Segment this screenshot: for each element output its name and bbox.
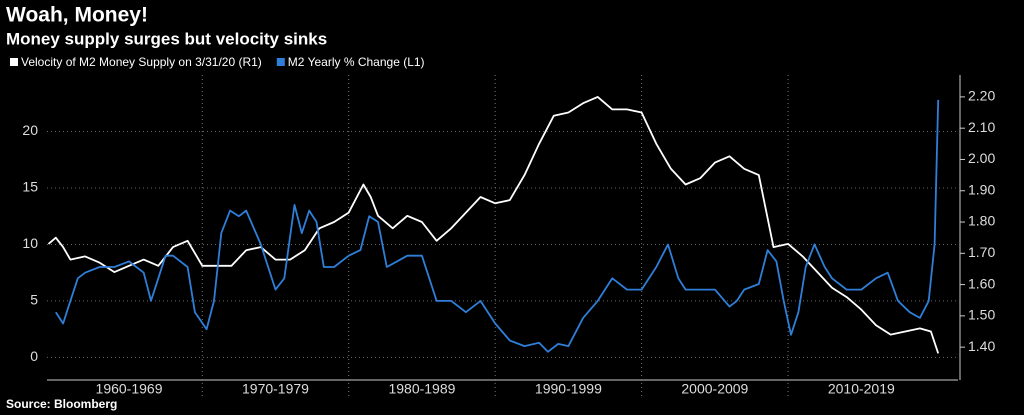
y-tick-label: 10 <box>22 235 38 251</box>
y2-tick-label: 1.60 <box>968 275 995 291</box>
y-tick-label: 15 <box>22 179 38 195</box>
series-line <box>55 99 940 353</box>
y2-tick-label: 2.10 <box>968 119 995 135</box>
x-tick-label: 1980-1989 <box>388 381 455 397</box>
series-line <box>47 96 940 354</box>
legend-swatch <box>10 58 18 66</box>
chart-subtitle: Money supply surges but velocity sinks <box>6 29 327 48</box>
legend-label: Velocity of M2 Money Supply on 3/31/20 (… <box>21 55 262 69</box>
y2-tick-label: 1.90 <box>968 181 995 197</box>
y2-tick-label: 2.00 <box>968 150 995 166</box>
legend-label: M2 Yearly % Change (L1) <box>288 55 425 69</box>
chart-title: Woah, Money! <box>6 4 148 27</box>
y-tick-label: 5 <box>30 292 38 308</box>
x-tick-label: 2010-2019 <box>828 381 895 397</box>
x-tick-label: 1960-1969 <box>96 381 163 397</box>
y-tick-label: 20 <box>22 122 38 138</box>
x-tick-label: 1970-1979 <box>242 381 309 397</box>
x-tick-label: 1990-1999 <box>535 381 602 397</box>
y2-tick-label: 1.80 <box>968 213 995 229</box>
y2-tick-label: 1.70 <box>968 244 995 260</box>
x-tick-label: 2000-2009 <box>681 381 748 397</box>
y2-tick-label: 1.50 <box>968 307 995 323</box>
y-tick-label: 0 <box>30 348 38 364</box>
y2-tick-label: 1.40 <box>968 338 995 354</box>
source: Source: Bloomberg <box>6 397 117 411</box>
legend-swatch <box>276 58 285 66</box>
y2-tick-label: 2.20 <box>968 88 995 104</box>
